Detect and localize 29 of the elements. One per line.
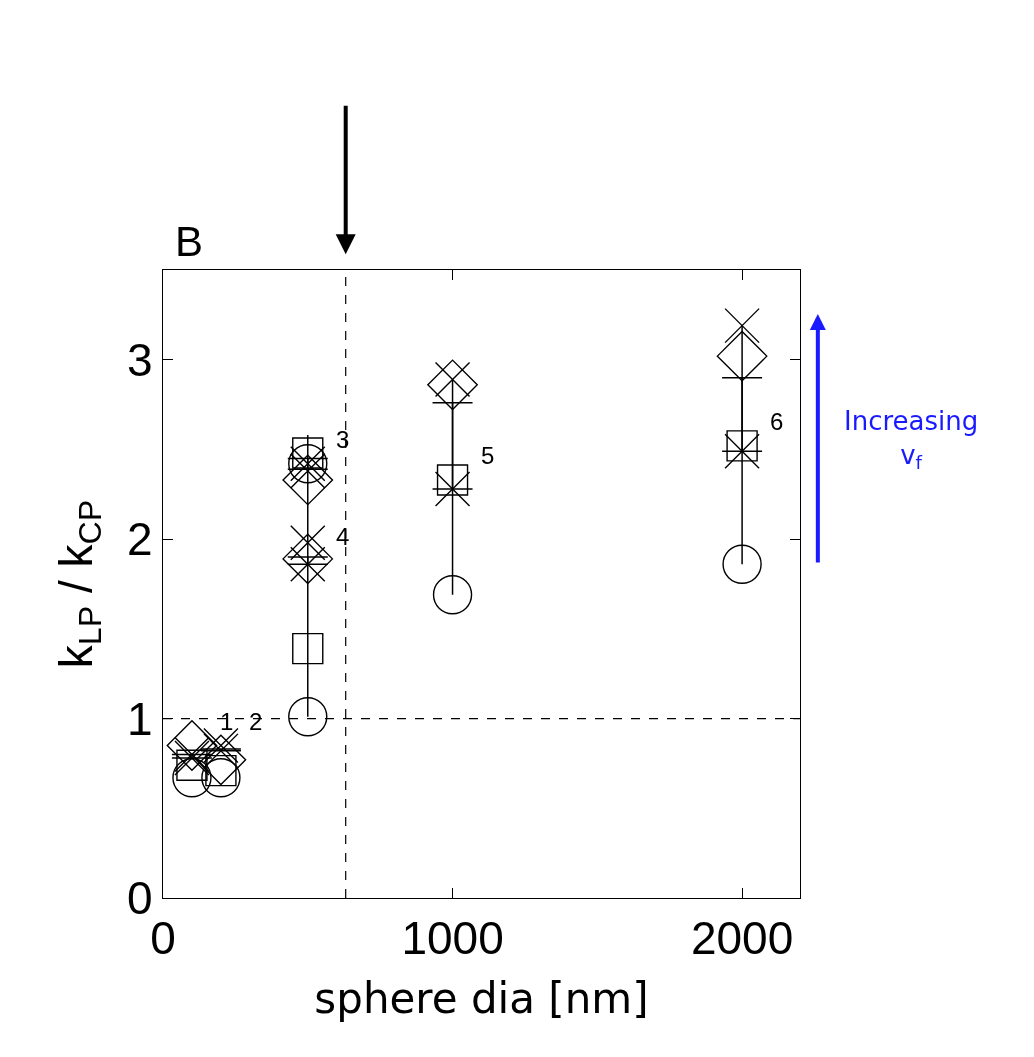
- y-tick-label: 3: [127, 333, 153, 386]
- point: [427, 359, 478, 411]
- x-tick-label: 1000: [401, 912, 504, 965]
- text: B: [175, 218, 204, 265]
- point: [432, 575, 473, 615]
- y-tick-label: 2: [127, 513, 153, 566]
- annotation: 4: [336, 523, 350, 550]
- point: [288, 697, 328, 737]
- annotation: 5: [481, 442, 495, 469]
- point: [292, 632, 324, 665]
- point: [726, 430, 758, 462]
- point: [722, 544, 762, 584]
- annotation: 6: [770, 408, 784, 435]
- text: Increasing v$_{f}$: [844, 406, 979, 474]
- y-tick-label: 1: [127, 692, 153, 745]
- annotation: 3: [336, 426, 350, 453]
- y-tick-label: 0: [127, 872, 153, 925]
- point: [434, 471, 471, 507]
- point: [195, 734, 247, 786]
- point: [282, 533, 334, 585]
- point: [282, 454, 334, 506]
- point: [172, 758, 212, 798]
- x-axis-title: sphere dia [nm]: [314, 974, 649, 1024]
- point: [436, 464, 469, 496]
- point: [724, 433, 760, 469]
- x-tick-label: 2000: [690, 912, 794, 965]
- point: [716, 330, 768, 382]
- point: [166, 720, 218, 771]
- annotation: 1: [220, 708, 234, 735]
